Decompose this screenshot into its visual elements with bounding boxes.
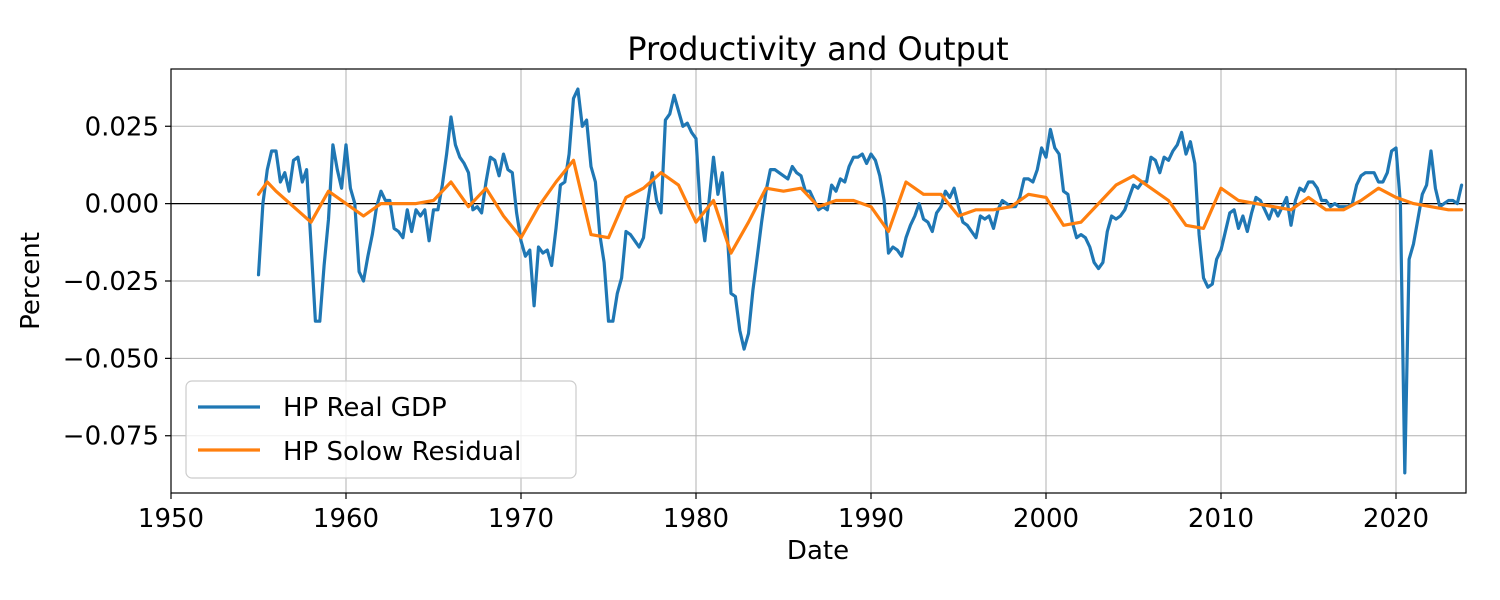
x-tick-label: 1970 bbox=[488, 504, 554, 534]
x-tick-label: 1990 bbox=[838, 504, 904, 534]
x-tick-label: 1950 bbox=[138, 504, 204, 534]
y-tick-label: −0.025 bbox=[63, 267, 159, 297]
legend: HP Real GDP HP Solow Residual bbox=[185, 380, 577, 479]
x-tick-label: 1960 bbox=[313, 504, 379, 534]
series-line-hp-solow-residual bbox=[256, 158, 1464, 255]
x-tick-label: 2010 bbox=[1188, 504, 1254, 534]
series-line-hp-real-gdp bbox=[256, 87, 1464, 475]
y-tick-label: 0.025 bbox=[85, 112, 159, 142]
y-axis-ticks: 0.025 0.000 −0.025 −0.050 −0.075 bbox=[63, 112, 171, 452]
x-axis-ticks: 1950 1960 1970 1980 1990 2000 2010 2020 bbox=[138, 493, 1429, 534]
y-axis-title: Percent bbox=[16, 232, 46, 330]
legend-box bbox=[185, 380, 577, 479]
x-tick-label: 1980 bbox=[663, 504, 729, 534]
series-layer bbox=[256, 87, 1464, 475]
y-tick-label: 0.000 bbox=[85, 190, 159, 220]
x-tick-label: 2020 bbox=[1363, 504, 1429, 534]
chart-title: Productivity and Output bbox=[627, 30, 1008, 68]
legend-label-hp-solow-residual: HP Solow Residual bbox=[283, 437, 521, 467]
y-tick-label: −0.075 bbox=[63, 422, 159, 452]
x-tick-label: 2000 bbox=[1013, 504, 1079, 534]
legend-label-hp-real-gdp: HP Real GDP bbox=[283, 393, 447, 423]
x-axis-title: Date bbox=[787, 536, 849, 566]
y-tick-label: −0.050 bbox=[63, 344, 159, 374]
